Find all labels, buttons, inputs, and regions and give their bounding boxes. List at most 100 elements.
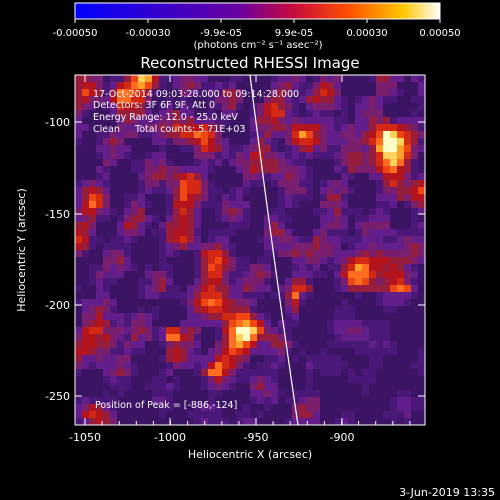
image-pixel	[96, 292, 104, 300]
image-pixel	[278, 117, 286, 125]
image-pixel	[222, 271, 230, 279]
image-pixel	[124, 117, 132, 125]
image-pixel	[82, 236, 90, 244]
image-pixel	[250, 369, 258, 377]
image-pixel	[320, 327, 328, 335]
image-pixel	[229, 243, 237, 251]
image-pixel	[341, 110, 349, 118]
image-pixel	[390, 131, 398, 139]
image-pixel	[159, 173, 167, 181]
image-pixel	[285, 166, 293, 174]
image-pixel	[285, 117, 293, 125]
image-pixel	[194, 82, 202, 90]
image-pixel	[145, 124, 153, 132]
image-pixel	[334, 180, 342, 188]
image-pixel	[152, 82, 160, 90]
image-pixel	[166, 257, 174, 265]
image-pixel	[243, 292, 251, 300]
image-pixel	[418, 124, 425, 132]
image-pixel	[285, 250, 293, 258]
image-pixel	[201, 243, 209, 251]
image-pixel	[173, 411, 181, 419]
image-pixel	[369, 418, 377, 425]
image-pixel	[229, 236, 237, 244]
image-pixel	[278, 285, 286, 293]
image-pixel	[138, 89, 146, 97]
image-pixel	[124, 278, 132, 286]
image-pixel	[180, 159, 188, 167]
image-pixel	[124, 208, 132, 216]
image-pixel	[180, 96, 188, 104]
image-pixel	[285, 194, 293, 202]
image-pixel	[334, 103, 342, 111]
image-pixel	[355, 96, 363, 104]
image-pixel	[180, 292, 188, 300]
image-pixel	[124, 89, 132, 97]
image-pixel	[313, 390, 321, 398]
image-pixel	[131, 82, 139, 90]
image-pixel	[320, 404, 328, 412]
image-pixel	[187, 327, 195, 335]
image-pixel	[145, 131, 153, 139]
image-pixel	[327, 320, 335, 328]
image-pixel	[229, 362, 237, 370]
image-pixel	[306, 124, 314, 132]
image-pixel	[369, 306, 377, 314]
image-pixel	[180, 215, 188, 223]
image-pixel	[292, 264, 300, 272]
info-clean-counts: Clean Total counts: 5.71E+03	[93, 124, 245, 135]
image-pixel	[187, 173, 195, 181]
image-pixel	[278, 82, 286, 90]
image-pixel	[397, 243, 405, 251]
image-pixel	[82, 138, 90, 146]
image-pixel	[334, 236, 342, 244]
image-pixel	[411, 159, 419, 167]
image-pixel	[313, 145, 321, 153]
image-pixel	[152, 131, 160, 139]
image-pixel	[271, 96, 279, 104]
image-pixel	[180, 397, 188, 405]
image-pixel	[138, 222, 146, 230]
image-pixel	[89, 306, 97, 314]
image-pixel	[201, 117, 209, 125]
image-pixel	[194, 278, 202, 286]
image-pixel	[96, 194, 104, 202]
image-pixel	[369, 320, 377, 328]
image-pixel	[327, 131, 335, 139]
image-pixel	[110, 117, 118, 125]
image-pixel	[152, 264, 160, 272]
image-pixel	[376, 390, 384, 398]
image-pixel	[145, 194, 153, 202]
image-pixel	[187, 355, 195, 363]
image-pixel	[166, 369, 174, 377]
image-pixel	[236, 194, 244, 202]
image-pixel	[236, 145, 244, 153]
image-pixel	[376, 82, 384, 90]
image-pixel	[285, 243, 293, 251]
image-pixel	[243, 390, 251, 398]
image-pixel	[327, 96, 335, 104]
image-pixel	[418, 292, 425, 300]
image-pixel	[236, 243, 244, 251]
image-pixel	[208, 173, 216, 181]
image-pixel	[411, 138, 419, 146]
image-pixel	[383, 404, 391, 412]
image-pixel	[362, 285, 370, 293]
image-pixel	[313, 362, 321, 370]
image-pixel	[138, 320, 146, 328]
image-pixel	[362, 117, 370, 125]
image-pixel	[355, 166, 363, 174]
image-pixel	[103, 208, 111, 216]
image-pixel	[362, 166, 370, 174]
image-pixel	[411, 362, 419, 370]
image-pixel	[320, 271, 328, 279]
image-pixel	[82, 131, 90, 139]
image-pixel	[306, 194, 314, 202]
image-pixel	[215, 320, 223, 328]
image-pixel	[320, 369, 328, 377]
image-pixel	[341, 299, 349, 307]
image-pixel	[166, 222, 174, 230]
image-pixel	[159, 369, 167, 377]
image-pixel	[117, 110, 125, 118]
image-pixel	[369, 159, 377, 167]
